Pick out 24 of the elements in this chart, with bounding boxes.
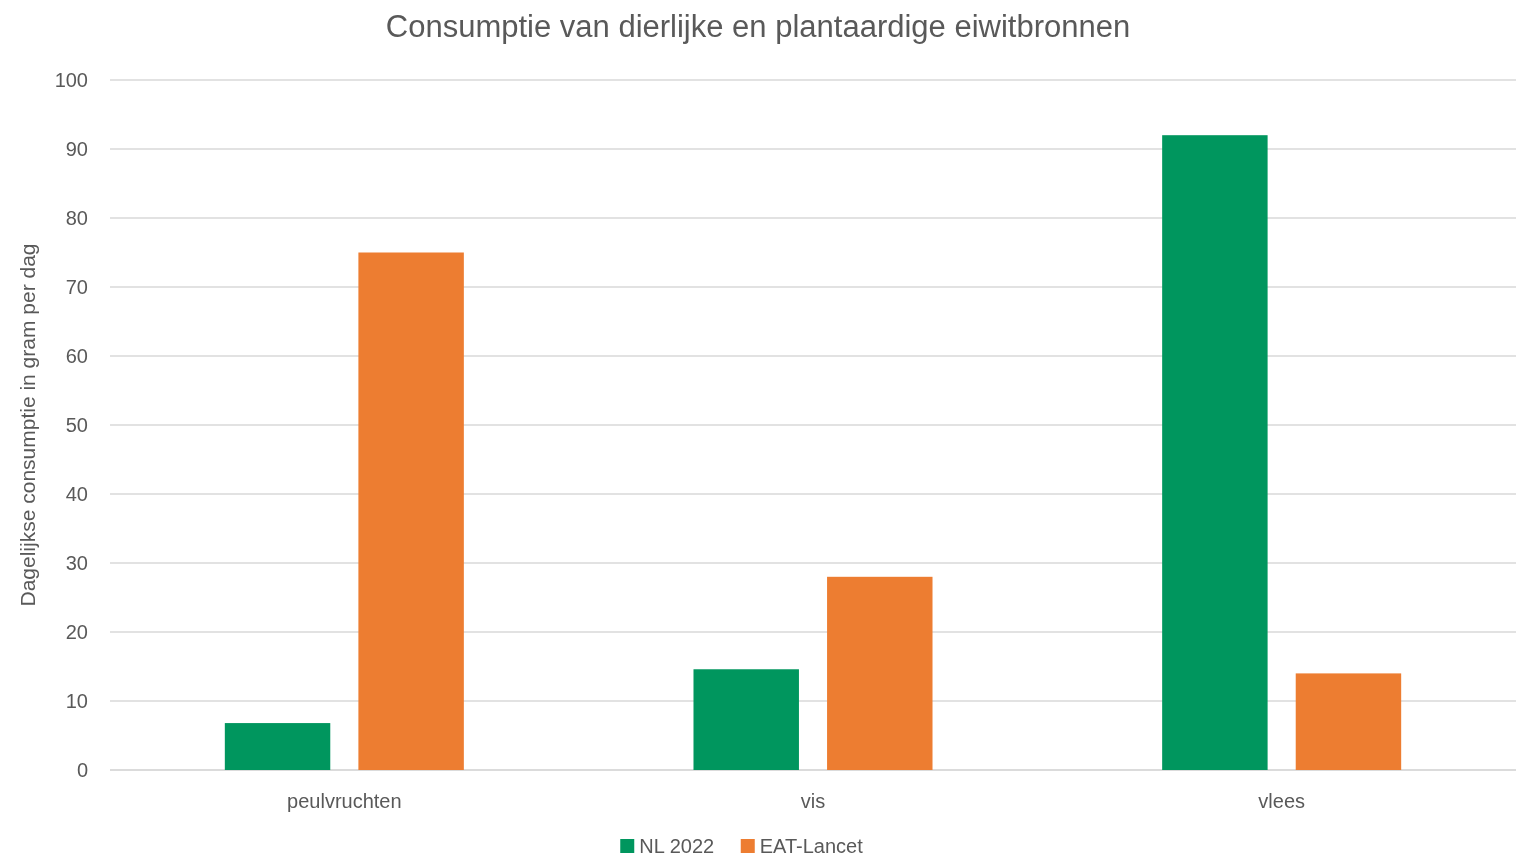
y-tick-label: 70: [65, 276, 88, 298]
y-tick-label: 10: [65, 690, 88, 712]
y-tick-label: 80: [65, 207, 88, 229]
y-tick-label: 50: [65, 414, 88, 436]
y-tick-label: 20: [65, 621, 88, 643]
bar: [693, 669, 799, 770]
chart-title: Consumptie van dierlijke en plantaardige eiwitbronnen: [385, 9, 1131, 44]
y-tick-label: 90: [65, 138, 88, 160]
bar: [827, 576, 933, 770]
bar: [358, 252, 464, 770]
y-tick-label: 40: [65, 483, 88, 505]
y-axis-title: Dagelijkse consumptie in gram per dag: [16, 243, 39, 607]
y-tick-label: 100: [54, 69, 88, 91]
bar: [224, 723, 331, 770]
y-tick-label: 60: [65, 345, 88, 367]
bar: [1162, 135, 1268, 770]
x-tick-label: vis: [800, 790, 826, 812]
y-tick-label: 30: [65, 552, 88, 574]
x-tick-label: peulvruchten: [287, 790, 402, 812]
bar: [1295, 673, 1402, 770]
y-tick-label: 0: [76, 759, 88, 781]
legend-label: NL 2022: [639, 835, 715, 857]
legend-label: EAT-Lancet: [759, 835, 864, 857]
x-tick-label: vlees: [1258, 790, 1306, 812]
